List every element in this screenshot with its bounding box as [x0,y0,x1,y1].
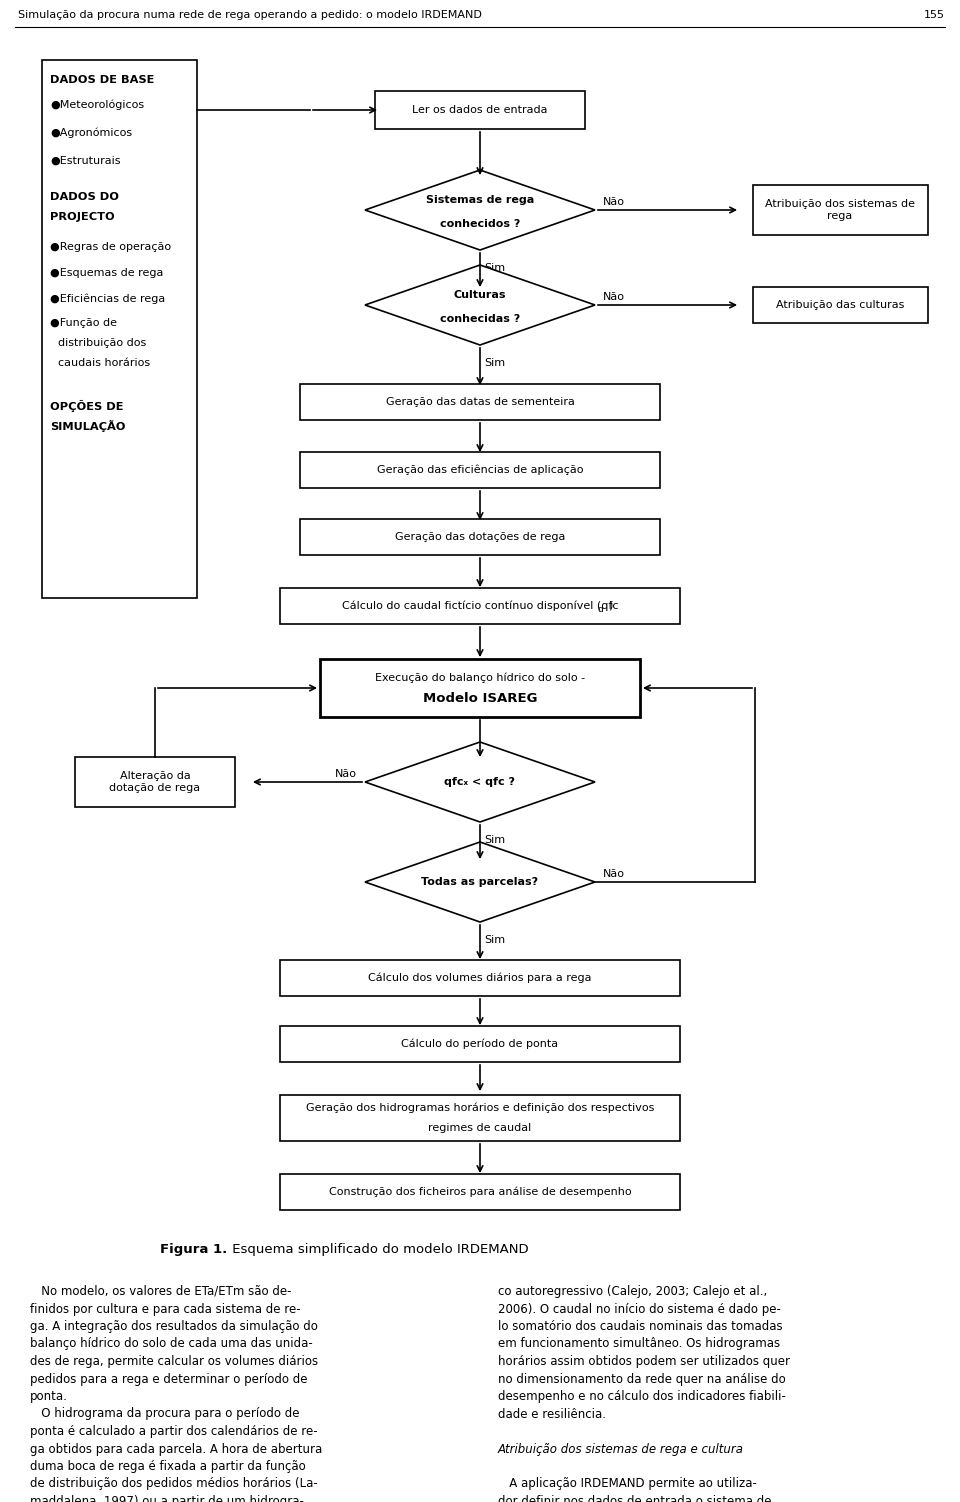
Text: Simulação da procura numa rede de rega operando a pedido: o modelo IRDEMAND: Simulação da procura numa rede de rega o… [18,11,482,20]
Text: Culturas: Culturas [454,290,506,300]
Text: Execução do balanço hídrico do solo -: Execução do balanço hídrico do solo - [375,673,585,683]
FancyBboxPatch shape [42,60,197,598]
Text: lo somatório dos caudais nominais das tomadas: lo somatório dos caudais nominais das to… [498,1320,782,1332]
FancyBboxPatch shape [280,1095,680,1142]
Text: ●Meteorológicos: ●Meteorológicos [50,101,144,111]
Text: A aplicação IRDEMAND permite ao utiliza-: A aplicação IRDEMAND permite ao utiliza- [498,1478,756,1490]
Text: de distribuição dos pedidos médios horários (La-: de distribuição dos pedidos médios horár… [30,1478,318,1490]
Text: maddalena, 1997) ou a partir de um hidrogra-: maddalena, 1997) ou a partir de um hidro… [30,1494,304,1502]
Text: DADOS DE BASE: DADOS DE BASE [50,75,155,86]
Text: caudais horários: caudais horários [58,357,150,368]
FancyBboxPatch shape [320,659,640,716]
Text: Construção dos ficheiros para análise de desempenho: Construção dos ficheiros para análise de… [328,1187,632,1197]
Text: Sim: Sim [485,835,506,846]
FancyBboxPatch shape [753,185,927,234]
FancyBboxPatch shape [75,757,235,807]
Text: d: d [598,605,604,614]
Text: ga. A integração dos resultados da simulação do: ga. A integração dos resultados da simul… [30,1320,318,1332]
Text: conhecidas ?: conhecidas ? [440,314,520,324]
Text: Figura 1.: Figura 1. [160,1244,228,1257]
Text: ga obtidos para cada parcela. A hora de abertura: ga obtidos para cada parcela. A hora de … [30,1442,323,1455]
Text: Não: Não [335,769,357,780]
Text: Sim: Sim [485,263,506,273]
Text: Sim: Sim [485,936,506,945]
Text: SIMULAÇÃO: SIMULAÇÃO [50,421,126,433]
Text: qfcₓ < qfc ?: qfcₓ < qfc ? [444,777,516,787]
Text: Atribuição das culturas: Atribuição das culturas [776,300,904,309]
Text: des de rega, permite calcular os volumes diários: des de rega, permite calcular os volumes… [30,1355,318,1368]
Polygon shape [365,843,595,922]
Text: PROJECTO: PROJECTO [50,212,115,222]
Text: distribuição dos: distribuição dos [58,338,146,348]
Text: Geração dos hidrogramas horários e definição dos respectivos: Geração dos hidrogramas horários e defin… [306,1102,654,1113]
FancyBboxPatch shape [753,287,927,323]
Text: Geração das eficiências de aplicação: Geração das eficiências de aplicação [376,464,584,475]
Text: ●Função de: ●Função de [50,318,117,327]
Text: ponta.: ponta. [30,1389,68,1403]
Text: ●Esquemas de rega: ●Esquemas de rega [50,267,163,278]
Text: ●Regras de operação: ●Regras de operação [50,242,171,252]
Text: Não: Não [603,870,625,879]
Text: ●Estruturais: ●Estruturais [50,156,121,167]
Text: Cálculo do período de ponta: Cálculo do período de ponta [401,1039,559,1050]
Text: co autoregressivo (Calejo, 2003; Calejo et al.,: co autoregressivo (Calejo, 2003; Calejo … [498,1286,767,1298]
Text: desempenho e no cálculo dos indicadores fiabili-: desempenho e no cálculo dos indicadores … [498,1389,786,1403]
Text: Esquema simplificado do modelo IRDEMAND: Esquema simplificado do modelo IRDEMAND [228,1244,529,1257]
Text: DADOS DO: DADOS DO [50,192,119,201]
Text: Todas as parcelas?: Todas as parcelas? [421,877,539,888]
Text: No modelo, os valores de ETa/ETm são de-: No modelo, os valores de ETa/ETm são de- [30,1286,292,1298]
Text: dade e resiliência.: dade e resiliência. [498,1407,606,1421]
FancyBboxPatch shape [300,520,660,556]
Text: ●Eficiências de rega: ●Eficiências de rega [50,294,165,305]
Text: Alteração da
dotação de rega: Alteração da dotação de rega [109,771,201,793]
FancyBboxPatch shape [280,1026,680,1062]
Text: Geração das datas de sementeira: Geração das datas de sementeira [386,397,574,407]
FancyBboxPatch shape [280,1175,680,1211]
Text: O hidrograma da procura para o período de: O hidrograma da procura para o período d… [30,1407,300,1421]
Text: Cálculo do caudal fictício contínuo disponível (qfc: Cálculo do caudal fictício contínuo disp… [342,601,618,611]
FancyBboxPatch shape [375,92,585,129]
Text: ponta é calculado a partir dos calendários de re-: ponta é calculado a partir dos calendári… [30,1425,318,1437]
Text: Modelo ISAREG: Modelo ISAREG [422,692,538,704]
Text: em funcionamento simultâneo. Os hidrogramas: em funcionamento simultâneo. Os hidrogra… [498,1337,780,1350]
Text: Atribuição dos sistemas de rega e cultura: Atribuição dos sistemas de rega e cultur… [498,1442,744,1455]
Text: Não: Não [603,291,625,302]
FancyBboxPatch shape [280,587,680,623]
FancyBboxPatch shape [300,452,660,488]
Text: OPÇÕES DE: OPÇÕES DE [50,400,124,412]
FancyBboxPatch shape [300,385,660,421]
Text: ●Agronómicos: ●Agronómicos [50,128,132,138]
Text: balanço hídrico do solo de cada uma das unida-: balanço hídrico do solo de cada uma das … [30,1337,313,1350]
Text: 2006). O caudal no início do sistema é dado pe-: 2006). O caudal no início do sistema é d… [498,1302,780,1316]
Text: dor definir nos dados de entrada o sistema de: dor definir nos dados de entrada o siste… [498,1494,772,1502]
Text: Cálculo dos volumes diários para a rega: Cálculo dos volumes diários para a rega [369,973,591,984]
Text: Não: Não [603,197,625,207]
Text: conhecidos ?: conhecidos ? [440,219,520,230]
FancyBboxPatch shape [280,960,680,996]
Text: ): ) [608,601,612,611]
Text: horários assim obtidos podem ser utilizados quer: horários assim obtidos podem ser utiliza… [498,1355,790,1368]
Polygon shape [365,170,595,249]
Text: finidos por cultura e para cada sistema de re-: finidos por cultura e para cada sistema … [30,1302,300,1316]
Polygon shape [365,742,595,822]
Text: 155: 155 [924,11,945,20]
Text: pedidos para a rega e determinar o período de: pedidos para a rega e determinar o perío… [30,1373,307,1385]
Text: Atribuição dos sistemas de
rega: Atribuição dos sistemas de rega [765,200,915,221]
Text: Sim: Sim [485,357,506,368]
Text: Ler os dados de entrada: Ler os dados de entrada [412,105,548,116]
Text: Geração das dotações de rega: Geração das dotações de rega [395,532,565,542]
Text: duma boca de rega é fixada a partir da função: duma boca de rega é fixada a partir da f… [30,1460,305,1473]
Polygon shape [365,264,595,345]
Text: no dimensionamento da rede quer na análise do: no dimensionamento da rede quer na análi… [498,1373,785,1385]
Text: regimes de caudal: regimes de caudal [428,1123,532,1133]
Text: Sistemas de rega: Sistemas de rega [426,195,534,206]
